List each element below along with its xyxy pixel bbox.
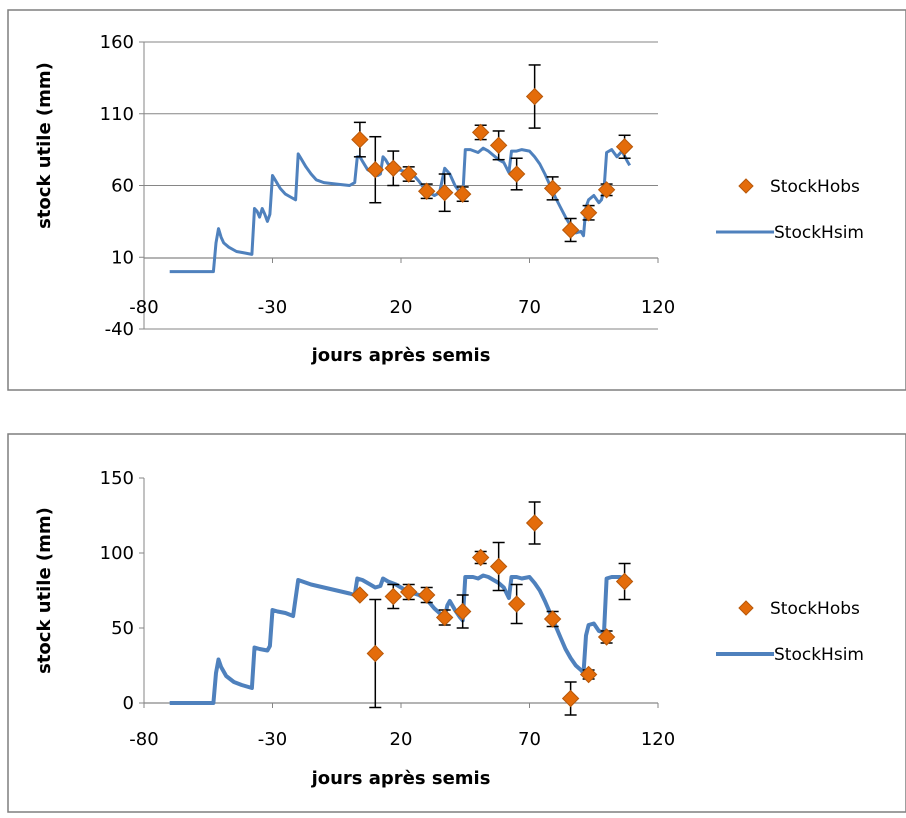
point-stockhobs-14 <box>597 628 616 646</box>
chart-frame <box>7 9 906 391</box>
x-tick-label-3: 70 <box>518 297 541 318</box>
x-tick-label-3: 70 <box>518 729 541 750</box>
x-axis-title: jours après semis <box>311 768 491 789</box>
y-tick-label-1: 50 <box>111 618 134 639</box>
y-axis-title: stock utile (mm) <box>34 507 55 674</box>
point-stockhobs-6 <box>453 602 472 621</box>
y-axis-title: stock utile (mm) <box>34 62 55 229</box>
legend-label-stockhobs: StockHobs <box>770 177 860 197</box>
point-stockhobs-2 <box>384 587 402 606</box>
chart-panel-2: 0 50 100 150 -80 -30 20 70 120 stock utile (mm) jo… <box>0 400 906 818</box>
point-stockhobs-4 <box>417 182 436 200</box>
chart-1: -40 10 60 110 160 -80 -30 20 70 120 stock utile (m… <box>7 9 906 391</box>
point-stockhobs-11 <box>543 179 562 198</box>
point-stockhobs-2 <box>384 159 402 177</box>
point-stockhobs-7 <box>471 548 490 567</box>
x-tick-label-2: 20 <box>390 297 413 318</box>
chart-panel-1: -40 10 60 110 160 -80 -30 20 70 120 stock utile (m… <box>0 0 906 400</box>
point-stockhobs-4 <box>417 586 436 604</box>
point-stockhobs-0 <box>351 586 369 604</box>
point-stockhobs-6 <box>453 185 472 203</box>
point-stockhobs-14 <box>597 181 616 199</box>
y-tick-label-1: 10 <box>111 247 134 268</box>
x-tick-label-1: -30 <box>258 297 287 318</box>
point-stockhobs-11 <box>543 610 562 628</box>
point-stockhobs-3 <box>400 165 418 183</box>
point-stockhobs-10 <box>525 87 544 106</box>
point-stockhobs-7 <box>471 123 490 142</box>
y-tick-label-0: 0 <box>123 693 134 714</box>
y-tick-label-0: -40 <box>105 319 134 340</box>
point-stockhobs-3 <box>400 583 418 601</box>
legend-label-stockhobs: StockHobs <box>770 599 860 619</box>
point-stockhobs-1 <box>366 161 385 179</box>
point-stockhobs-9 <box>507 165 526 183</box>
chart-2: 0 50 100 150 -80 -30 20 70 120 stock utile (mm) jo… <box>7 433 906 813</box>
legend-marker-stockhobs <box>738 600 754 616</box>
point-stockhobs-8 <box>489 136 508 155</box>
point-stockhobs-0 <box>351 130 369 149</box>
x-tick-label-4: 120 <box>641 729 675 750</box>
x-axis-title: jours après semis <box>311 345 491 366</box>
x-tick-label-0: -80 <box>129 297 158 318</box>
y-tick-label-2: 100 <box>100 543 134 564</box>
chart-frame <box>7 433 906 813</box>
point-stockhobs-8 <box>489 557 508 576</box>
point-stockhobs-15 <box>615 138 634 156</box>
point-stockhobs-15 <box>615 572 634 591</box>
point-stockhobs-5 <box>435 183 454 202</box>
legend-marker-stockhobs <box>738 178 754 194</box>
y-tick-label-2: 60 <box>111 176 134 197</box>
y-tick-label-3: 110 <box>100 104 134 125</box>
x-tick-label-4: 120 <box>641 297 675 318</box>
legend-label-stockhsim: StockHsim <box>774 645 864 665</box>
x-tick-label-1: -30 <box>258 729 287 750</box>
point-stockhobs-12 <box>561 221 580 239</box>
point-stockhobs-12 <box>561 689 580 708</box>
point-stockhobs-13 <box>579 204 598 222</box>
point-stockhobs-5 <box>435 608 454 627</box>
point-stockhobs-9 <box>507 595 526 613</box>
point-stockhobs-1 <box>366 644 385 663</box>
point-stockhobs-10 <box>525 514 544 532</box>
x-tick-label-2: 20 <box>390 729 413 750</box>
legend-label-stockhsim: StockHsim <box>774 223 864 243</box>
point-stockhobs-13 <box>579 665 598 684</box>
x-tick-label-0: -80 <box>129 729 158 750</box>
y-tick-label-3: 150 <box>100 468 134 489</box>
y-tick-label-4: 160 <box>100 32 134 53</box>
